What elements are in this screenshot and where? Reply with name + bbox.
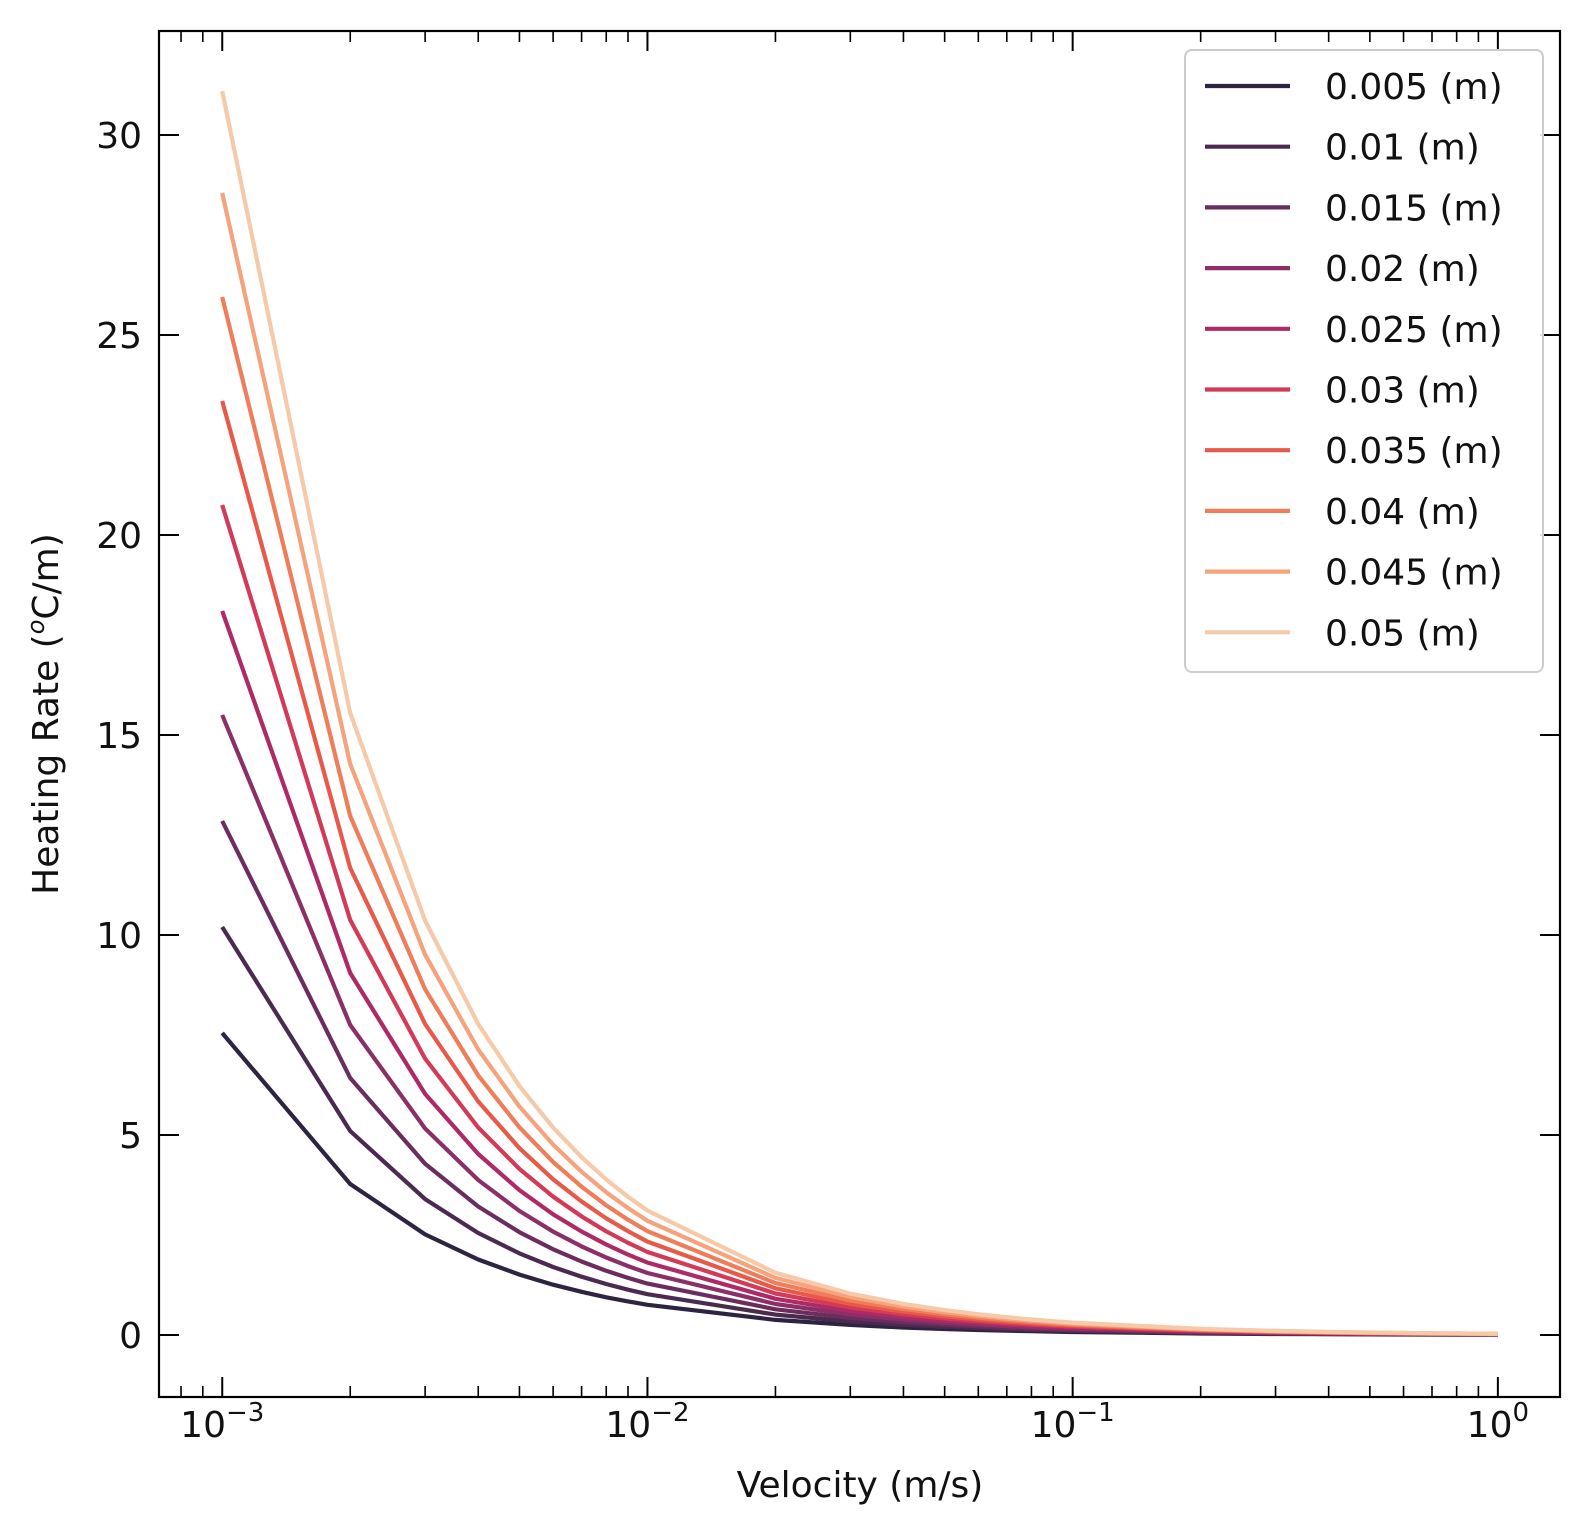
x-tick-label: 100 xyxy=(1467,1398,1529,1446)
y-tick-label: 10 xyxy=(96,916,142,957)
legend-label-2: 0.01 (m) xyxy=(1325,128,1480,169)
plot-frame xyxy=(157,29,1562,1399)
y-axis-label-sup: o xyxy=(22,620,50,635)
y-tick-label: 0 xyxy=(119,1316,142,1357)
y-tick-label: 15 xyxy=(96,716,142,757)
series-line-10 xyxy=(220,90,1498,1336)
series-lines xyxy=(220,90,1498,1337)
x-tick-label: 10−3 xyxy=(180,1398,264,1446)
x-axis-label: Velocity (m/s) xyxy=(737,1465,984,1506)
x-tick-labels: 10−3 10−2 10−1 100 xyxy=(180,1398,1529,1446)
y-axis-label-pre: Heating Rate ( xyxy=(26,634,67,895)
y-tick-labels: 0 5 10 15 20 25 30 xyxy=(96,116,142,1357)
y-tick-label: 30 xyxy=(96,116,142,157)
minor-ticks xyxy=(180,31,1480,1397)
legend-label-5: 0.025 (m) xyxy=(1325,310,1503,351)
y-tick-label: 5 xyxy=(119,1116,142,1157)
y-tick-label: 20 xyxy=(96,516,142,557)
y-axis-label-post: C/m) xyxy=(26,533,67,619)
x-tick-label: 10−1 xyxy=(1031,1398,1115,1446)
legend: 0.005 (m) 0.01 (m) 0.015 (m) 0.02 (m) 0.025 … xyxy=(1184,49,1544,673)
legend-label-1: 0.005 (m) xyxy=(1325,67,1503,108)
legend-label-7: 0.035 (m) xyxy=(1325,431,1503,472)
legend-label-4: 0.02 (m) xyxy=(1325,249,1480,290)
legend-label-8: 0.04 (m) xyxy=(1325,492,1480,533)
legend-label-9: 0.045 (m) xyxy=(1325,553,1503,594)
legend-items: 0.005 (m) 0.01 (m) 0.015 (m) 0.02 (m) 0.025 … xyxy=(1205,67,1503,654)
legend-label-6: 0.03 (m) xyxy=(1325,371,1480,412)
series-line-2 xyxy=(220,925,1498,1337)
legend-label-10: 0.05 (m) xyxy=(1325,613,1480,654)
legend-label-3: 0.015 (m) xyxy=(1325,188,1503,229)
series-line-4 xyxy=(220,714,1498,1337)
y-axis-label: Heating Rate (oC/m) xyxy=(22,533,67,895)
x-tick-label: 10−2 xyxy=(605,1398,689,1446)
y-tick-label: 25 xyxy=(96,316,142,357)
